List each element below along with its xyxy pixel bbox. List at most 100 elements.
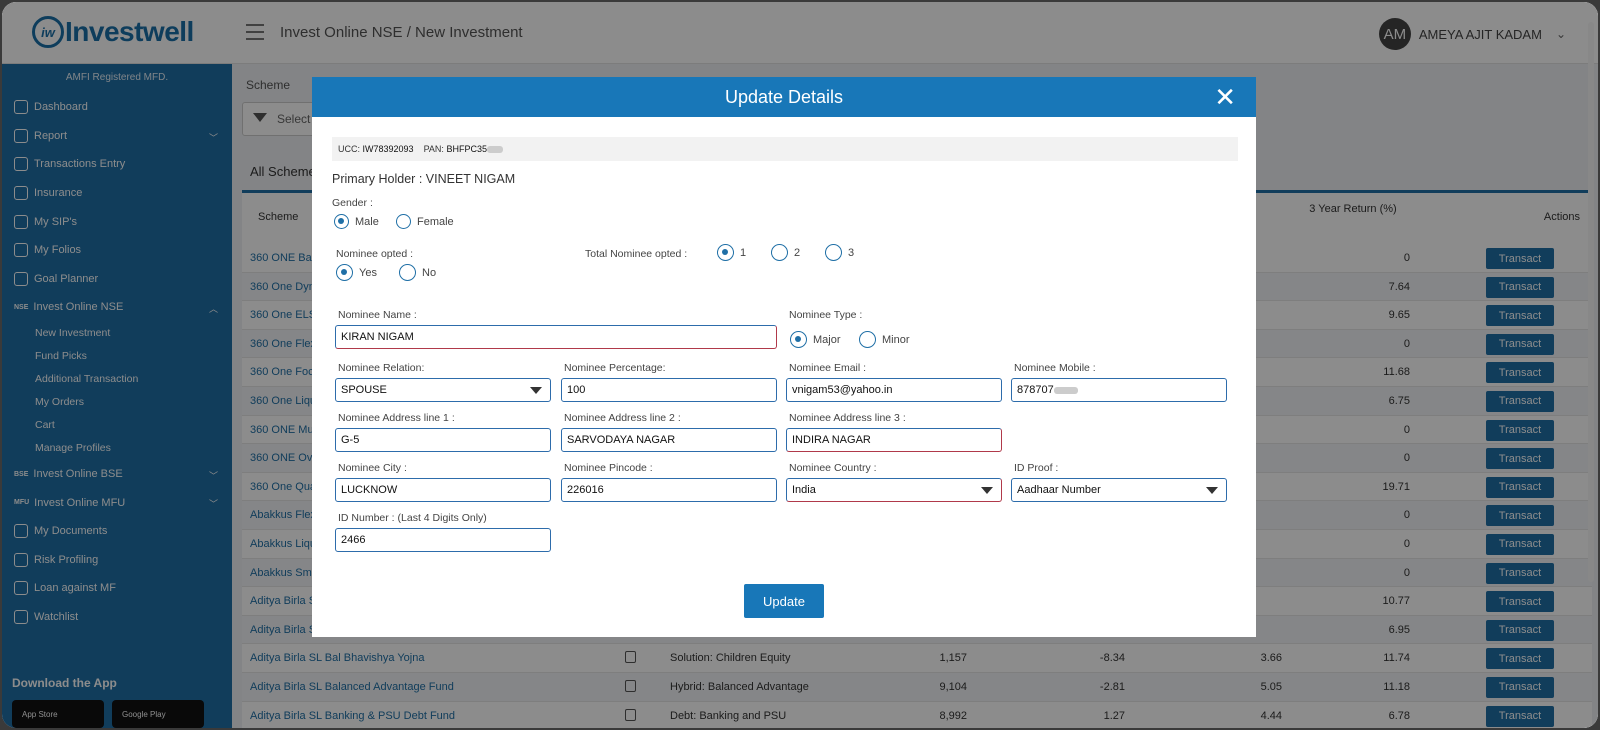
scheme-name-link[interactable]: Aditya Birla Sl	[250, 623, 319, 636]
scheme-name-link[interactable]: Aditya Birla SL Bal Bhavishya Yojna	[250, 652, 425, 665]
scheme-name-link[interactable]: Aditya Birla SL Balanced Advantage Fund	[250, 680, 454, 693]
scheme-name-link[interactable]: 360 One Qua	[250, 480, 317, 493]
transact-button[interactable]: Transact	[1486, 705, 1554, 727]
scheme-name-link[interactable]: Aditya Birla SL Banking & PSU Debt Fund	[250, 709, 456, 722]
transact-button[interactable]: Transact	[1486, 305, 1554, 327]
transact-button[interactable]: Transact	[1486, 648, 1554, 670]
transact-button[interactable]: Transact	[1486, 248, 1554, 269]
gender-male-option[interactable]: Male	[334, 214, 379, 229]
sidebar-subitem-fund-picks[interactable]: Fund Picks	[35, 350, 87, 363]
column-3y-return[interactable]: 3 Year Return (%)	[1309, 203, 1397, 215]
sidebar-item-watchlist[interactable]: Watchlist	[2, 603, 232, 632]
update-button[interactable]: Update	[744, 584, 824, 618]
sidebar-item-invest-online-bse[interactable]: BSE Invest Online BSE ﹀	[2, 460, 232, 489]
copy-icon[interactable]	[625, 708, 636, 721]
sidebar-subitem-cart[interactable]: Cart	[35, 419, 55, 432]
sidebar-subitem-my-orders[interactable]: My Orders	[35, 396, 85, 409]
percentage-field[interactable]: 100	[561, 378, 777, 402]
tab-all-schemes[interactable]: All Scheme	[250, 164, 316, 179]
pincode-field[interactable]: 226016	[561, 478, 777, 502]
nominee-opted-yes-option[interactable]: Yes	[336, 264, 377, 281]
logo[interactable]: iw Investwell	[32, 16, 194, 48]
sidebar-subitem-new-investment[interactable]: New Investment	[35, 327, 111, 340]
scheme-name-link[interactable]: Aditya Birla Sl	[250, 595, 319, 608]
id-number-field[interactable]: 2466	[335, 528, 551, 552]
sidebar-item-report[interactable]: Report ﹀	[2, 122, 232, 151]
radio-selected[interactable]	[717, 244, 734, 261]
scheme-name-link[interactable]: 360 ONE Mul	[250, 423, 317, 436]
radio-unselected[interactable]	[396, 214, 411, 229]
total-nominee-3-option[interactable]: 3	[825, 244, 854, 261]
radio-unselected[interactable]	[825, 244, 842, 261]
page-scrollbar[interactable]	[1588, 22, 1594, 582]
radio-unselected[interactable]	[771, 244, 788, 261]
nominee-name-field[interactable]: KIRAN NIGAM	[335, 325, 777, 349]
google-play-button[interactable]: Google Play	[112, 700, 204, 728]
sidebar-item-loan-against-mf[interactable]: Loan against MF	[2, 574, 232, 603]
scheme-name-link[interactable]: Abakkus Smal	[250, 566, 321, 579]
scheme-name-link[interactable]: 360 One Focu	[250, 366, 320, 379]
sidebar-item-goal-planner[interactable]: Goal Planner	[2, 265, 232, 294]
transact-button[interactable]: Transact	[1486, 591, 1554, 613]
scheme-name-link[interactable]: Abakkus Liqui	[250, 537, 319, 550]
sidebar-item-my-documents[interactable]: My Documents	[2, 517, 232, 546]
sidebar-item-risk-profiling[interactable]: Risk Profiling	[2, 546, 232, 575]
radio-unselected[interactable]	[859, 331, 876, 348]
transact-button[interactable]: Transact	[1486, 533, 1554, 555]
sidebar-item-invest-online-mfu[interactable]: MFU Invest Online MFU ﹀	[2, 488, 232, 517]
document-icon	[14, 524, 28, 539]
sidebar-subitem-manage-profiles[interactable]: Manage Profiles	[35, 442, 111, 455]
relation-select[interactable]: SPOUSE	[335, 378, 551, 402]
total-nominee-1-option[interactable]: 1	[717, 244, 746, 261]
scheme-name-link[interactable]: 360 One Dyn	[250, 280, 315, 293]
nominee-type-major-option[interactable]: Major	[790, 331, 841, 348]
sidebar-item-my-sip-s[interactable]: My SIP's	[2, 207, 232, 236]
copy-icon[interactable]	[625, 651, 636, 664]
copy-icon[interactable]	[625, 679, 636, 692]
transact-button[interactable]: Transact	[1486, 619, 1554, 641]
email-field[interactable]: vnigam53@yahoo.in	[786, 378, 1002, 402]
transact-button[interactable]: Transact	[1486, 476, 1554, 498]
transact-button[interactable]: Transact	[1486, 562, 1554, 584]
scheme-name-link[interactable]: 360 ONE Ove	[250, 452, 319, 465]
transact-button[interactable]: Transact	[1486, 505, 1554, 527]
sidebar-item-invest-online-nse[interactable]: NSE Invest Online NSE ︿	[2, 293, 232, 322]
id-proof-select[interactable]: Aadhaar Number	[1011, 478, 1227, 502]
radio-selected[interactable]	[334, 214, 349, 229]
gender-female-option[interactable]: Female	[396, 214, 454, 229]
radio-selected[interactable]	[790, 331, 807, 348]
transact-button[interactable]: Transact	[1486, 676, 1554, 698]
transact-button[interactable]: Transact	[1486, 276, 1554, 298]
radio-selected[interactable]	[336, 264, 353, 281]
hamburger-menu-icon[interactable]	[246, 24, 264, 40]
scheme-name-link[interactable]: 360 One Flex	[250, 337, 317, 350]
nominee-opted-no-option[interactable]: No	[399, 264, 436, 281]
scheme-name-link[interactable]: 360 One ELSS	[250, 309, 324, 322]
sidebar-item-dashboard[interactable]: Dashboard	[2, 93, 232, 122]
transact-button[interactable]: Transact	[1486, 448, 1554, 470]
transact-button[interactable]: Transact	[1486, 362, 1554, 384]
address2-field[interactable]: SARVODAYA NAGAR	[561, 428, 777, 452]
sidebar-subitem-additional-transaction[interactable]: Additional Transaction	[35, 373, 139, 386]
app-store-button[interactable]: App Store	[12, 700, 104, 728]
scheme-name-link[interactable]: 360 One Liqu	[250, 394, 317, 407]
total-nominee-2-option[interactable]: 2	[771, 244, 800, 261]
scheme-name-link[interactable]: Abakkus Flexi	[250, 509, 319, 522]
transact-button[interactable]: Transact	[1486, 333, 1554, 355]
address3-field[interactable]: INDIRA NAGAR	[786, 428, 1002, 452]
scheme-name-link[interactable]: 360 ONE Bal	[250, 252, 315, 264]
sidebar-item-my-folios[interactable]: My Folios	[2, 236, 232, 265]
radio-unselected[interactable]	[399, 264, 416, 281]
nominee-type-minor-option[interactable]: Minor	[859, 331, 910, 348]
close-icon[interactable]: ✕	[1214, 82, 1236, 112]
address1-field[interactable]: G-5	[335, 428, 551, 452]
country-select[interactable]: India	[786, 478, 1002, 502]
user-menu[interactable]: AM AMEYA AJIT KADAM ⌄	[1378, 18, 1566, 50]
sidebar-item-insurance[interactable]: Insurance	[2, 179, 232, 208]
mobile-field[interactable]: 878707	[1011, 378, 1227, 402]
transact-button[interactable]: Transact	[1486, 419, 1554, 441]
sidebar-item-transactions-entry[interactable]: Transactions Entry	[2, 150, 232, 179]
city-field[interactable]: LUCKNOW	[335, 478, 551, 502]
transact-button[interactable]: Transact	[1486, 390, 1554, 412]
column-scheme[interactable]: Scheme	[258, 211, 299, 223]
